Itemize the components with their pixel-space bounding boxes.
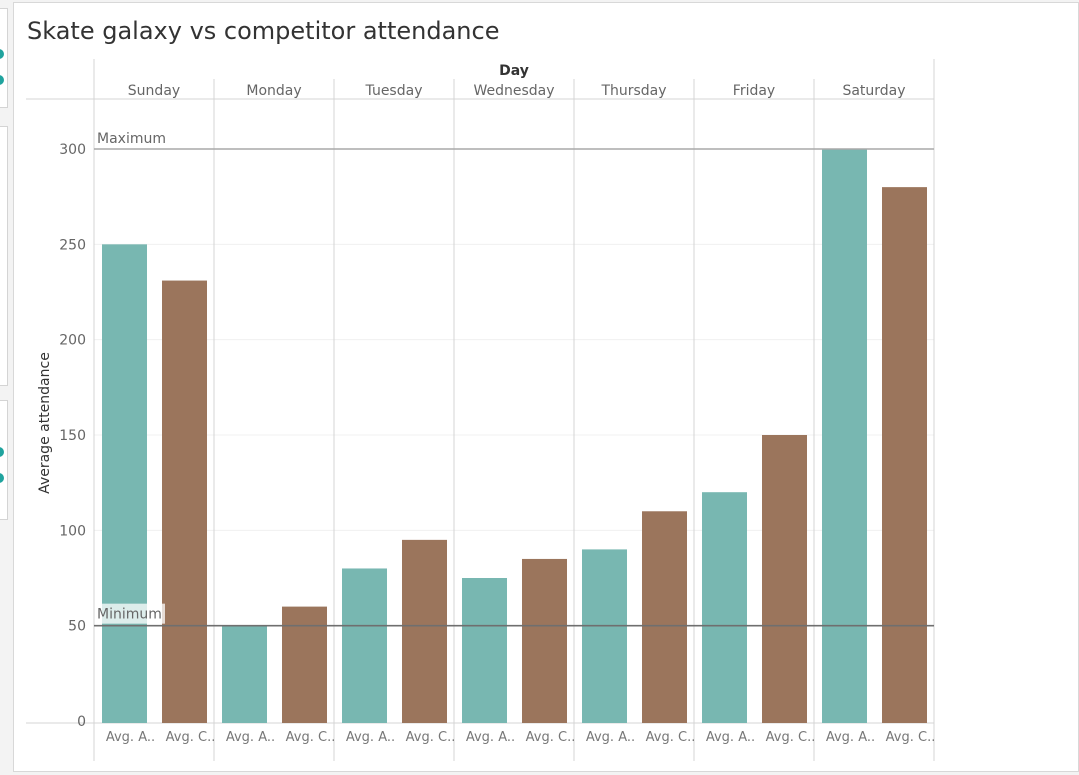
category-header-label: Monday: [246, 83, 301, 99]
y-tick-label: 150: [59, 428, 86, 444]
x-tick-label: Avg. A..: [826, 730, 875, 745]
category-header-label: Friday: [733, 83, 775, 99]
bar-sunday-1: [102, 244, 147, 724]
x-tick-label: Avg. A..: [586, 730, 635, 745]
reference-line-label: Maximum: [97, 131, 166, 147]
legend-card-top: [0, 8, 8, 108]
x-tick-label: Avg. A..: [466, 730, 515, 745]
reference-label-box: [95, 603, 165, 624]
legend-dot-icon: [0, 75, 4, 85]
y-axis-label: Average attendance: [37, 352, 53, 494]
column-header-title: Day: [499, 63, 529, 79]
x-tick-label: Avg. C..: [406, 730, 456, 745]
category-header-label: Tuesday: [365, 83, 423, 99]
filter-card: [0, 126, 8, 386]
x-tick-label: Avg. A..: [106, 730, 155, 745]
y-tick-label: 50: [68, 619, 86, 635]
bar-friday-1: [702, 492, 747, 723]
reference-line-label: Minimum: [97, 607, 162, 623]
worksheet: Skate galaxy vs competitor attendance Da…: [13, 2, 1079, 772]
legend-dot-icon: [0, 473, 4, 483]
x-tick-label: Avg. A..: [346, 730, 395, 745]
y-tick-label: 0: [77, 714, 86, 730]
y-tick-label: 200: [59, 333, 86, 349]
category-header-label: Wednesday: [473, 83, 554, 99]
y-tick-label: 300: [59, 142, 86, 158]
x-tick-label: Avg. A..: [706, 730, 755, 745]
x-tick-label: Avg. C..: [526, 730, 576, 745]
bar-saturday-1: [822, 149, 867, 723]
legend-dot-icon: [0, 49, 4, 59]
x-tick-label: Avg. A..: [226, 730, 275, 745]
bar-saturday-2: [882, 187, 927, 724]
chart-title: Skate galaxy vs competitor attendance: [27, 17, 500, 45]
bar-wednesday-1: [462, 578, 507, 723]
x-tick-label: Avg. C..: [166, 730, 216, 745]
legend-dot-icon: [0, 447, 4, 457]
bar-thursday-2: [642, 511, 687, 723]
bar-monday-1: [222, 625, 267, 723]
bar-friday-2: [762, 435, 807, 723]
x-tick-label: Avg. C..: [646, 730, 696, 745]
x-tick-label: Avg. C..: [886, 730, 936, 745]
bar-sunday-2: [162, 280, 207, 723]
bar-wednesday-2: [522, 558, 567, 723]
x-tick-label: Avg. C..: [766, 730, 816, 745]
category-header-label: Thursday: [600, 83, 666, 99]
bar-thursday-1: [582, 549, 627, 723]
x-tick-label: Avg. C..: [286, 730, 336, 745]
y-tick-label: 250: [59, 237, 86, 253]
category-header-label: Saturday: [842, 83, 905, 99]
bar-monday-2: [282, 606, 327, 723]
category-header-label: Sunday: [128, 83, 180, 99]
left-panel: [0, 0, 8, 775]
y-tick-label: 100: [59, 523, 86, 539]
bar-tuesday-2: [402, 539, 447, 723]
legend-card-bottom: [0, 400, 8, 520]
bar-chart: Day Sunday Monday Tuesday Wednesday Thursday F…: [26, 59, 936, 761]
bar-tuesday-1: [342, 568, 387, 723]
